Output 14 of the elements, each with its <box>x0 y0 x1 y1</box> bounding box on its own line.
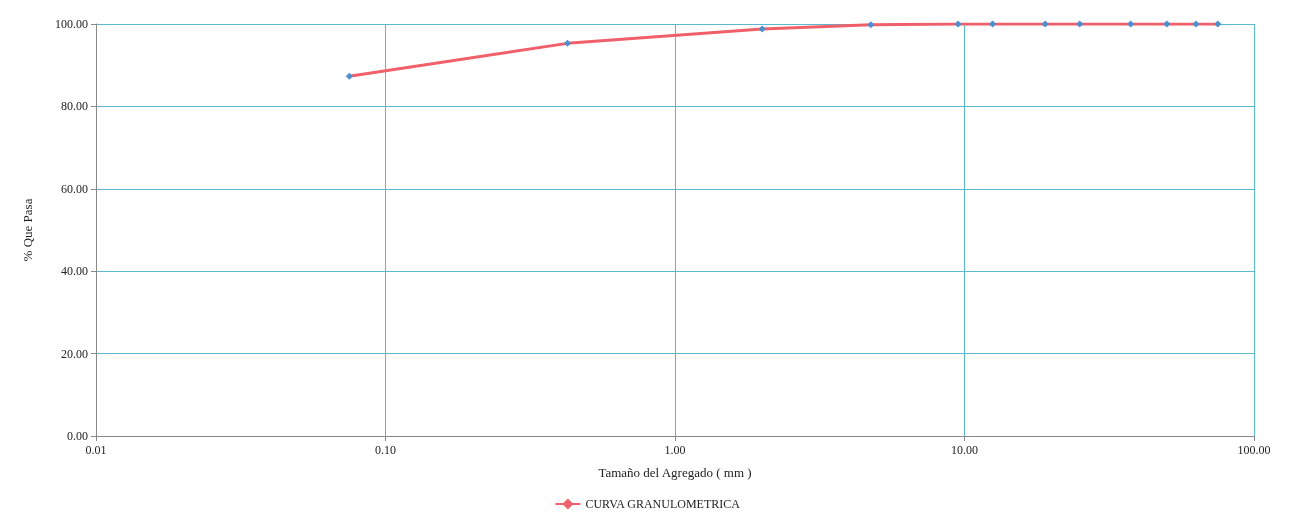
x-tick-label: 100.00 <box>1237 443 1271 457</box>
y-tick-label: 80.00 <box>61 99 88 114</box>
legend-label: CURVA GRANULOMETRICA <box>585 497 741 511</box>
y-tick-label: 20.00 <box>61 346 88 361</box>
y-tick-label: 60.00 <box>61 181 88 196</box>
y-tick-label: 100.00 <box>55 17 88 31</box>
y-axis-title: % Que Pasa <box>20 198 35 262</box>
x-tick-label: 0.10 <box>375 443 396 457</box>
y-tick-label: 40.00 <box>61 264 88 279</box>
x-axis-title: Tamaño del Agregado ( mm ) <box>598 465 752 480</box>
y-tick-label: 0.00 <box>67 429 88 443</box>
x-tick-label: 10.00 <box>951 443 978 457</box>
x-tick-label: 1.00 <box>664 443 686 457</box>
x-tick-label: 0.01 <box>85 443 107 457</box>
